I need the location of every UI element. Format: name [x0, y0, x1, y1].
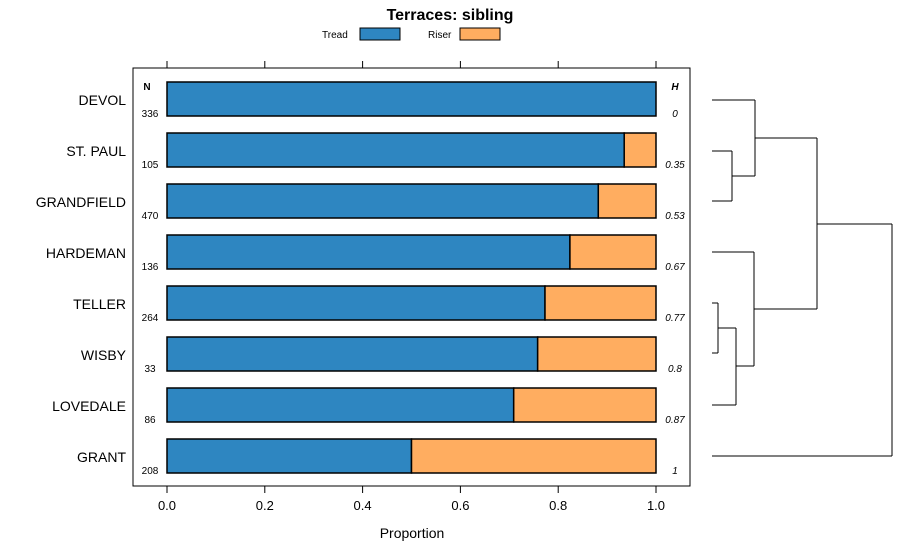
category-label: ST. PAUL: [66, 143, 126, 159]
category-label: DEVOL: [79, 92, 127, 108]
bar-riser: [623, 132, 657, 168]
legend-swatch-tread: [359, 27, 401, 41]
category-label: HARDEMAN: [46, 245, 126, 261]
bar-tread: [166, 285, 546, 321]
bar-tread: [166, 387, 515, 423]
category-label: TELLER: [73, 296, 126, 312]
bar-tread: [166, 336, 539, 372]
x-tick-label: 0.0: [158, 498, 176, 513]
h-value: 0.87: [665, 415, 685, 426]
n-header: N: [143, 82, 150, 93]
n-value: 105: [142, 160, 159, 171]
h-value: 0: [672, 109, 678, 120]
n-value: 86: [144, 415, 156, 426]
bar-tread: [166, 234, 571, 270]
h-value: 0.67: [665, 262, 685, 273]
x-axis-title: Proportion: [380, 525, 445, 541]
x-tick-label: 0.8: [549, 498, 567, 513]
chart-title: Terraces: sibling: [387, 7, 514, 24]
category-label: WISBY: [81, 347, 127, 363]
legend-label-riser: Riser: [428, 30, 452, 41]
h-value: 0.77: [665, 313, 685, 324]
bar-riser: [544, 285, 657, 321]
h-value: 1: [672, 466, 678, 477]
category-label: GRANDFIELD: [36, 194, 126, 210]
bar-tread: [166, 132, 625, 168]
bar-tread: [166, 183, 600, 219]
bars-group: [166, 81, 657, 474]
x-tick-label: 0.2: [256, 498, 274, 513]
legend-label-tread: Tread: [322, 30, 348, 41]
bar-riser: [512, 387, 657, 423]
legend-swatch-riser: [459, 27, 501, 41]
n-value: 33: [144, 364, 156, 375]
bar-riser: [569, 234, 657, 270]
category-label: GRANT: [77, 449, 126, 465]
n-value: 136: [142, 262, 159, 273]
n-value: 470: [142, 211, 159, 222]
h-value: 0.8: [668, 364, 682, 375]
x-tick-label: 1.0: [647, 498, 665, 513]
category-label: LOVEDALE: [52, 398, 126, 414]
bar-riser: [536, 336, 657, 372]
h-value: 0.53: [665, 211, 685, 222]
bar-riser: [410, 438, 657, 474]
bar-tread: [166, 81, 657, 117]
x-axis: 0.0 0.2 0.4 0.6 0.8 1.0: [158, 61, 665, 513]
dendrogram: [712, 99, 893, 457]
n-value: 208: [142, 466, 159, 477]
n-value: 264: [142, 313, 159, 324]
category-labels: DEVOL 336 0 ST. PAUL 105 0.35 GRANDFIELD 470 0.5…: [36, 92, 685, 477]
h-value: 0.35: [665, 160, 685, 171]
bar-riser: [597, 183, 657, 219]
h-header: H: [671, 82, 679, 93]
x-tick-label: 0.6: [451, 498, 469, 513]
bar-tread: [166, 438, 413, 474]
plot-panel: [132, 67, 691, 487]
x-tick-label: 0.4: [354, 498, 372, 513]
legend: Tread Riser: [322, 27, 501, 41]
n-value: 336: [142, 109, 159, 120]
